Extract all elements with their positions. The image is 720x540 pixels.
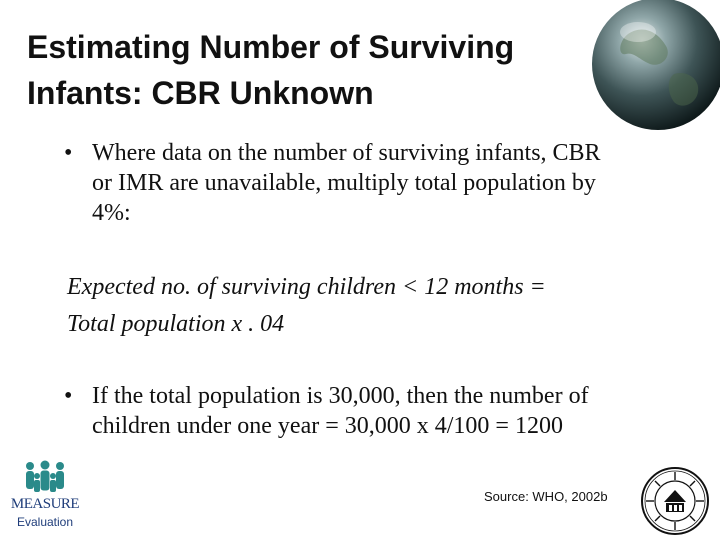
source-citation: Source: WHO, 2002b [484, 489, 608, 504]
logo-wordmark: MEASURE [10, 496, 80, 512]
globe-icon [592, 0, 720, 130]
bullet-2-line-2: children under one year = 30,000 x 4/100… [92, 413, 563, 439]
bullet-item-2: • If the total population is 30,000, the… [64, 381, 694, 441]
people-group-icon [26, 460, 64, 492]
slide-title: Estimating Number of Surviving Infants: … [27, 24, 607, 116]
bullet-2-line-1: If the total population is 30,000, then … [92, 383, 589, 409]
university-seal-icon [641, 467, 709, 535]
formula-line-2: Total population x . 04 [67, 311, 285, 337]
title-line-1: Estimating Number of Surviving [27, 29, 515, 65]
bullet-marker: • [64, 140, 73, 166]
bullet-1-line-2: or IMR are unavailable, multiply total p… [92, 170, 596, 196]
bullet-1-line-3: 4%: [92, 200, 131, 226]
formula-line-1: Expected no. of surviving children < 12 … [67, 274, 546, 300]
measure-evaluation-logo: MEASURE Evaluation [8, 460, 82, 532]
title-line-2: Infants: CBR Unknown [27, 75, 374, 111]
bullet-marker: • [64, 383, 73, 409]
bullet-item-1: • Where data on the number of surviving … [64, 138, 694, 228]
bullet-1-line-1: Where data on the number of surviving in… [92, 140, 601, 166]
logo-subtitle: Evaluation [16, 515, 74, 529]
formula: Expected no. of surviving children < 12 … [67, 269, 697, 343]
